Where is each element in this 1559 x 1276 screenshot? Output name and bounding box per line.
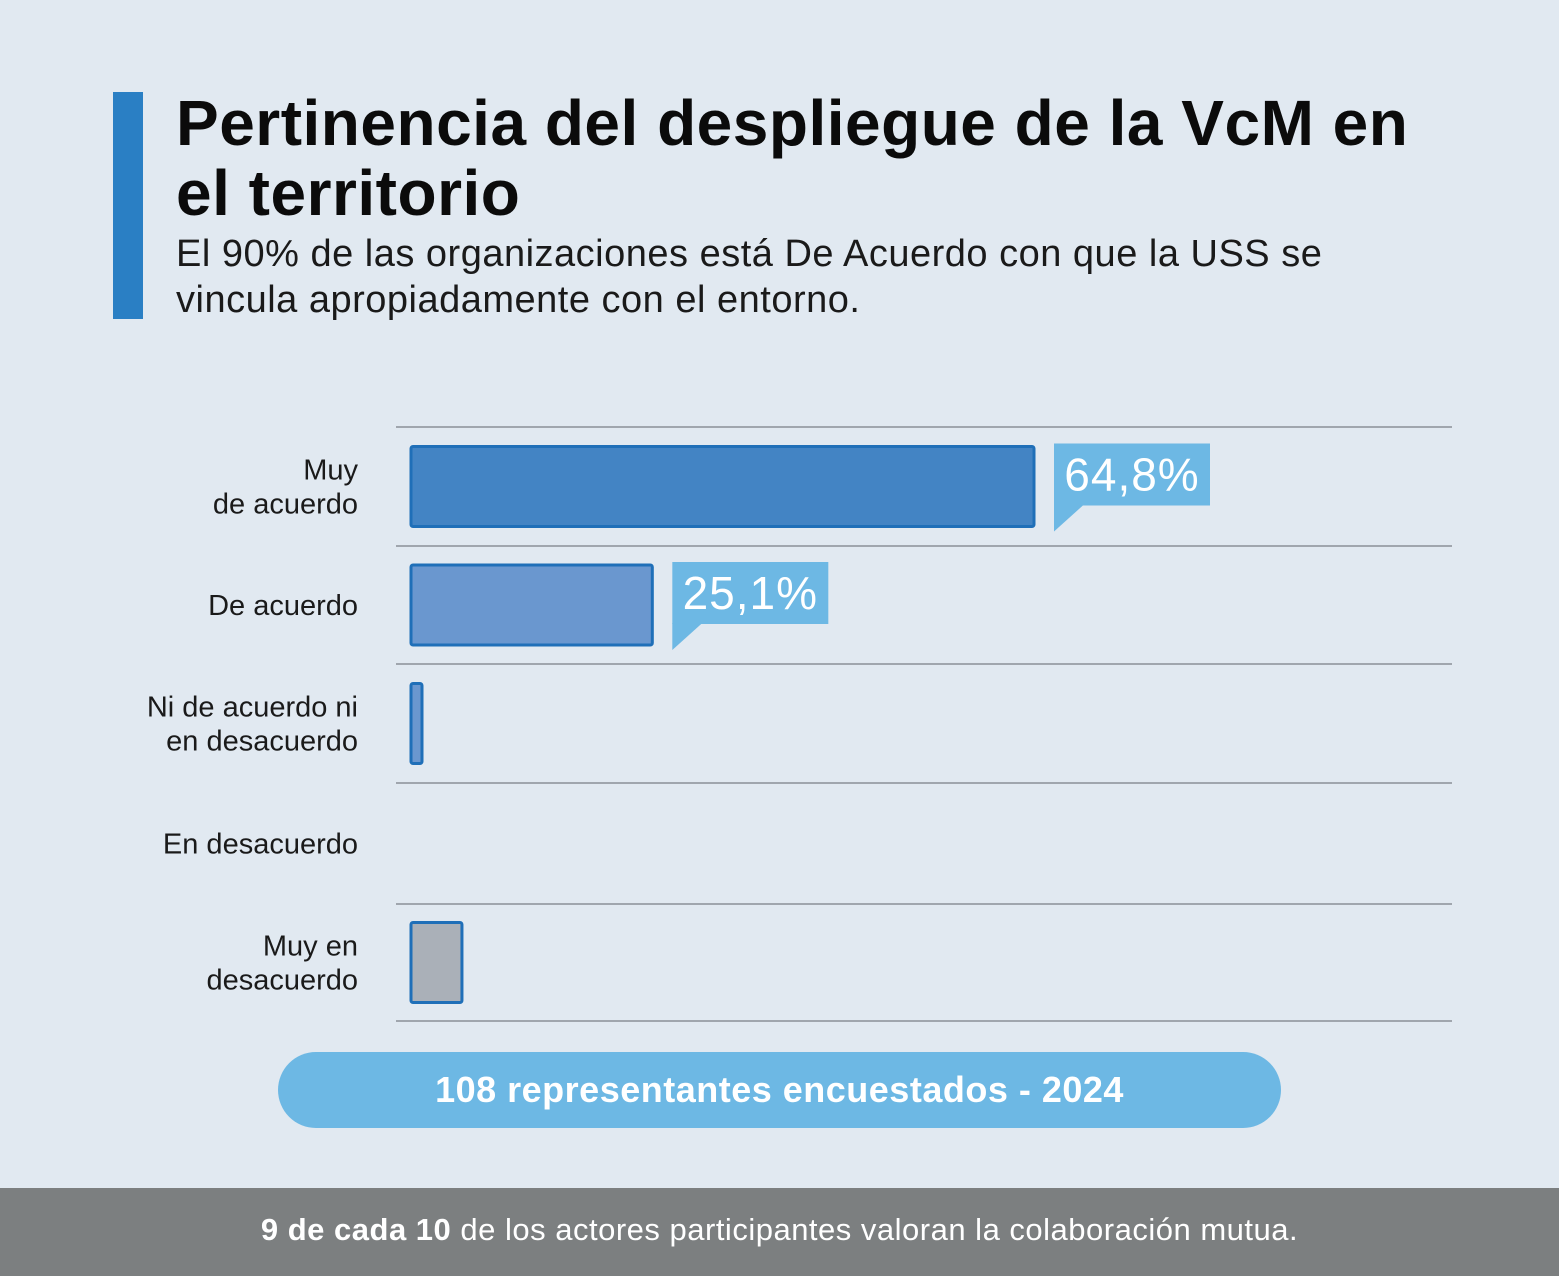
category-label: Muy de acuerdo (213, 455, 359, 521)
footer-text: de los actores participantes valoran la … (451, 1212, 1299, 1247)
bar (409, 445, 1036, 528)
page-title: Pertinencia del despliegue de la VcM en … (176, 87, 1409, 229)
footer-note: 9 de cada 10 de los actores participante… (0, 1188, 1559, 1276)
callout-pointer (1054, 504, 1084, 532)
sample-size-pill: 108 representantes encuestados - 2024 (278, 1052, 1281, 1128)
data-label: 25,1% (683, 567, 818, 619)
page-subtitle: El 90% de las organizaciones está De Acu… (176, 233, 1323, 321)
category-label: En desacuerdo (163, 829, 358, 861)
bar (409, 563, 654, 647)
category-label: Muy en desacuerdo (206, 931, 358, 997)
bar (409, 921, 464, 1004)
footer-highlight: 9 de cada 10 (260, 1212, 452, 1247)
data-label-callout: 25,1% (672, 562, 829, 650)
accent-bar (113, 92, 143, 319)
bar (409, 682, 424, 765)
callout-box (1054, 443, 1210, 506)
callout-box (672, 562, 829, 624)
callout-pointer (672, 623, 703, 650)
data-label-callout: 64,8% (1054, 443, 1210, 532)
data-label: 64,8% (1064, 449, 1199, 501)
category-label: Ni de acuerdo ni en desacuerdo (147, 692, 358, 758)
category-label: De acuerdo (208, 590, 358, 622)
